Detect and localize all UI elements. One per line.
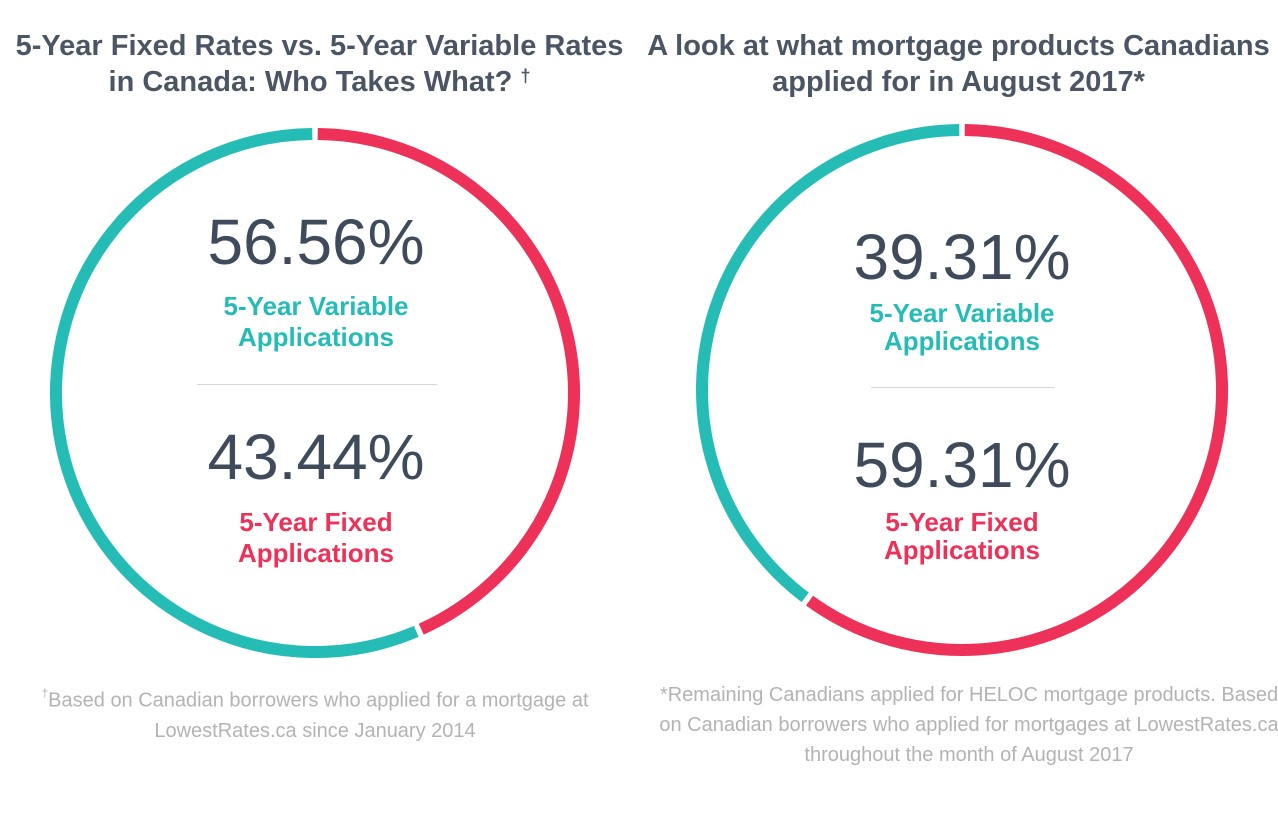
variable-applications-label: 5-Year Variable Applications [869, 298, 1055, 356]
right-chart-panel: A look at what mortgage products Canadia… [639, 0, 1278, 827]
fixed-applications-label: 5-Year Fixed Applications [237, 507, 394, 568]
left-footnote: †Based on Canadian borrowers who applied… [41, 686, 589, 742]
variable-applications-label: 5-Year Variable Applications [223, 291, 409, 352]
right-chart-title: A look at what mortgage products Canadia… [647, 30, 1270, 98]
donut-segment-fixed [806, 124, 1228, 656]
variable-percentage-value: 56.56% [207, 206, 425, 278]
donut-segment-fixed [317, 128, 580, 635]
left-donut-chart [50, 128, 580, 658]
donut-segment-variable [696, 124, 960, 603]
variable-percentage-value: 39.31% [853, 221, 1071, 293]
divider [197, 384, 437, 385]
right-footnote: *Remaining Canadians applied for HELOC m… [659, 684, 1278, 766]
divider [871, 387, 1055, 388]
fixed-percentage-value: 59.31% [853, 429, 1071, 501]
left-chart-title: 5-Year Fixed Rates vs. 5-Year Variable R… [15, 30, 624, 98]
donut-segment-variable [50, 128, 419, 658]
right-donut-chart [696, 124, 1228, 656]
dagger-mark: † [520, 66, 531, 86]
left-chart-panel: 5-Year Fixed Rates vs. 5-Year Variable R… [15, 30, 624, 742]
fixed-percentage-value: 43.44% [207, 421, 425, 493]
fixed-applications-label: 5-Year Fixed Applications [883, 507, 1040, 565]
